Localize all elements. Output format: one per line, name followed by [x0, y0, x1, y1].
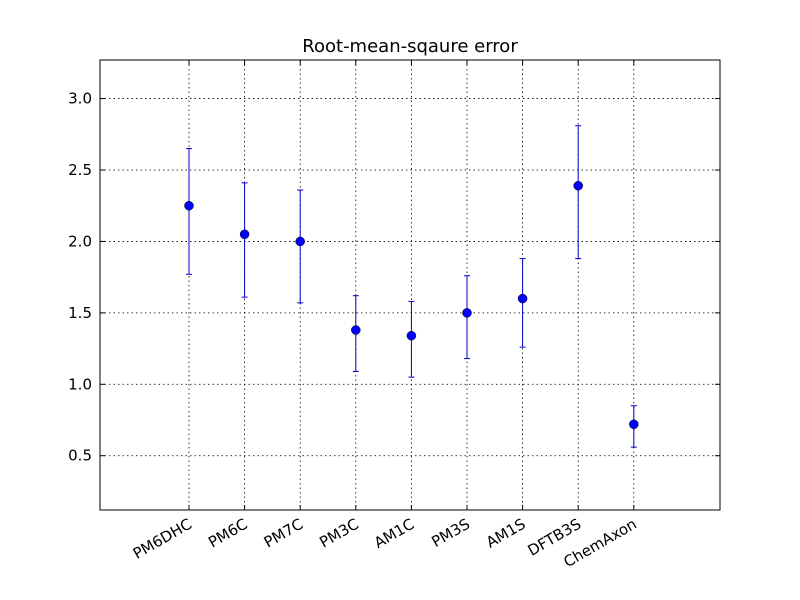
data-point — [406, 330, 417, 341]
x-tick-label: AM1C — [371, 515, 417, 552]
y-tick-label: 0.5 — [68, 447, 92, 465]
y-tick-label: 3.0 — [68, 90, 92, 108]
data-point — [629, 419, 639, 430]
data-point — [351, 325, 361, 335]
y-tick-label: 1.0 — [68, 375, 92, 393]
y-tick-label: 2.0 — [68, 232, 92, 250]
data-point — [295, 236, 305, 247]
x-tick-label: PM3C — [316, 515, 361, 552]
x-tick-label: PM6DHC — [130, 515, 195, 563]
data-point — [517, 293, 528, 304]
y-tick-label: 2.5 — [68, 161, 92, 179]
data-point — [184, 200, 194, 211]
data-point — [239, 229, 250, 240]
data-points — [184, 180, 639, 430]
data-point — [573, 180, 583, 191]
x-axis: PM6DHC PM6C PM7C PM3C AM1C PM3S AM1SDFTB3SChem… — [130, 60, 640, 571]
x-tick-label: PM7C — [261, 515, 306, 552]
y-tick-label: 1.5 — [68, 304, 92, 322]
data-point — [462, 308, 472, 318]
plot-frame — [99, 59, 721, 511]
x-tick-label: AM1S — [483, 515, 529, 552]
chart-title: Root-mean-sqaure error — [302, 36, 518, 57]
x-tick-label: PM6C — [205, 515, 250, 552]
grid-lines — [100, 60, 720, 510]
x-tick-label: PM3S — [428, 515, 473, 551]
y-axis: 0.5 1.0 1.5 2.0 2.5 3.0 — [68, 90, 720, 465]
